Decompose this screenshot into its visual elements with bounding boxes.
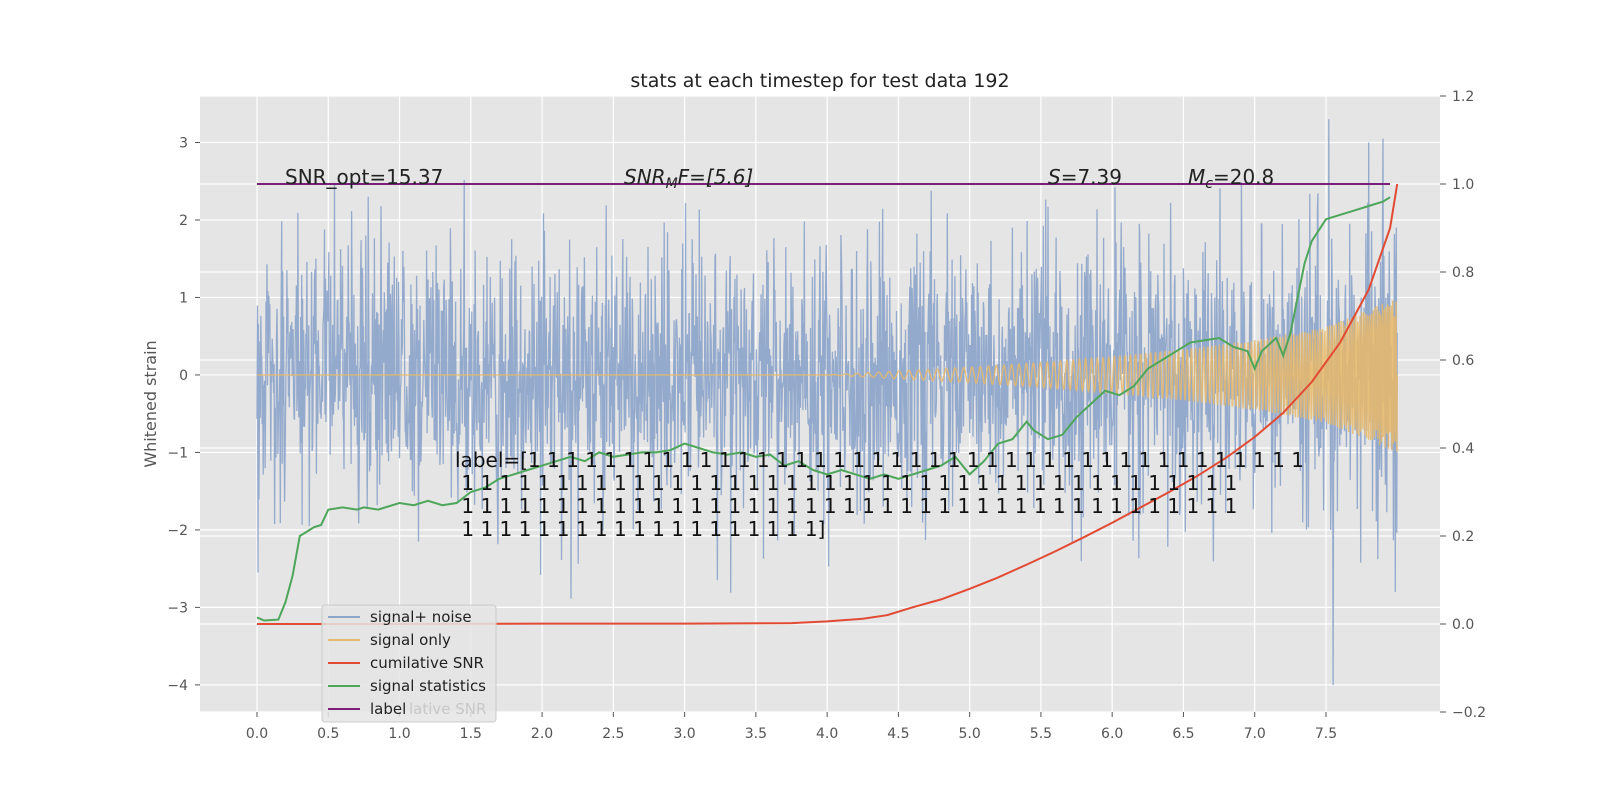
x-tick-label: 4.5 [887,726,909,742]
x-tick-label: 7.5 [1315,726,1337,742]
x-tick-label: 1.0 [388,726,410,742]
x-tick-label: 3.5 [745,726,767,742]
y2-tick-label: 1.0 [1452,177,1474,193]
y2-tick-label: 0.6 [1452,353,1474,369]
cumilative-snr-line [257,183,1399,625]
annotation-label-block: label=[1 1 1 1 1 1 1 1 1 1 1 1 1 1 1 1 1… [455,448,1304,541]
annotation-snr-mf-sub: M [666,176,678,192]
legend-ghost-text: lative SNR [409,700,486,718]
annotation-s-rest: =7.39 [1061,165,1122,189]
x-tick-label: 7.0 [1244,726,1266,742]
annotation-s-main: S [1048,165,1061,189]
x-tick-label: 2.0 [531,726,553,742]
signal-noise-line [256,119,1398,685]
y-tick-label: 0 [179,368,188,384]
annotation-label-line-2: 1 1 1 1 1 1 1 1 1 1 1 1 1 1 1 1 1 1 1 1 … [455,471,1237,495]
annotation-snr-mf-main: SNR [624,165,666,189]
legend-label-label: label [370,700,406,718]
chart-title: stats at each timestep for test data 192 [630,70,1009,92]
legend-label-signal-only: signal only [370,631,451,649]
x-tick-label: 3.0 [673,726,695,742]
x-tick-label: 5.5 [1030,726,1052,742]
y-tick-label: −3 [167,600,188,616]
annotation-mc: Mc=20.8 [1188,165,1274,192]
annotation-label-line-4: 1 1 1 1 1 1 1 1 1 1 1 1 1 1 1 1 1 1 1] [455,517,825,541]
annotation-s: S=7.39 [1048,165,1122,189]
x-tick-label: 4.0 [816,726,838,742]
y2-tick-label: 1.2 [1452,89,1474,105]
y-tick-label: −4 [167,678,188,694]
x-tick-label: 6.5 [1172,726,1194,742]
x-axis: 0.0 0.5 1.0 1.5 2.0 2.5 3.0 3.5 4.0 4.5 5.0 5.5 6.0 6… [246,712,1337,742]
y-tick-label: 1 [179,290,188,306]
x-tick-label: 0.0 [246,726,268,742]
signal-statistics-line [256,196,1391,622]
signal-only-line [257,300,1398,452]
y-tick-label: −2 [167,523,188,539]
annotation-mc-sub: c [1205,176,1213,192]
x-tick-label: 0.5 [317,726,339,742]
x-tick-label: 6.0 [1101,726,1123,742]
y2-tick-label: 0.8 [1452,265,1474,281]
x-tick-label: 1.5 [460,726,482,742]
y2-tick-label: −0.2 [1452,705,1486,721]
legend: lative SNR signal+ noise signal only cum… [321,604,497,723]
series-signal-only [257,300,1398,452]
x-tick-label: 5.0 [959,726,981,742]
legend-box [321,604,497,723]
annotation-label-line-1: label=[1 1 1 1 1 1 1 1 1 1 1 1 1 1 1 1 1… [455,448,1304,472]
annotation-snr-mf-rest: F=[5.6] [678,165,754,189]
y-axis-left: 3 2 1 0 −1 −2 −3 −4 [167,135,200,694]
y-tick-label: 2 [179,213,188,229]
y-tick-label: 3 [179,135,188,151]
annotation-mc-main: M [1188,165,1205,189]
series-signal-noise [256,119,1398,685]
annotation-mc-rest: =20.8 [1213,165,1274,189]
series-lines [256,183,1399,625]
x-tick-label: 2.5 [602,726,624,742]
y-tick-label: −1 [167,445,188,461]
annotation-label-line-3: 1 1 1 1 1 1 1 1 1 1 1 1 1 1 1 1 1 1 1 1 … [455,494,1237,518]
legend-label-signal-noise: signal+ noise [370,608,472,626]
y2-tick-label: 0.0 [1452,617,1474,633]
annotation-snr-mf: SNRMF=[5.6] [624,165,753,192]
y-axis-right: 1.2 1.0 0.8 0.6 0.4 0.2 0.0 −0.2 [1440,89,1486,721]
legend-label-signal-statistics: signal statistics [370,677,486,695]
y2-tick-label: 0.4 [1452,441,1474,457]
y-axis-label: Whitened strain [141,340,160,467]
annotation-snr-opt: SNR_opt=15.37 [285,165,443,189]
legend-label-cumilative-snr: cumilative SNR [370,654,484,672]
y2-tick-label: 0.2 [1452,529,1474,545]
